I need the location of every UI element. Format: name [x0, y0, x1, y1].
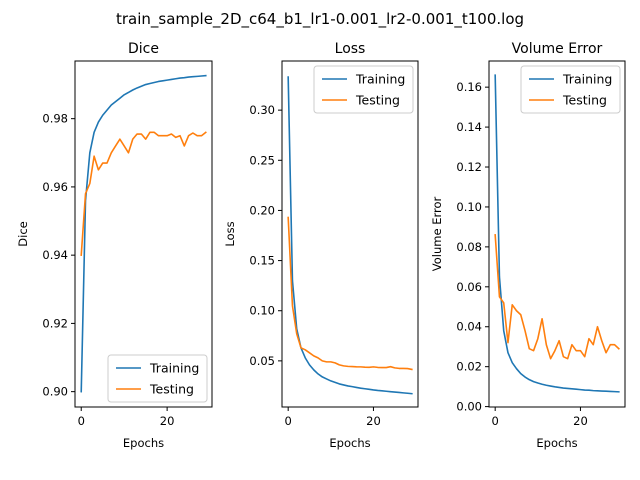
axes-frame	[488, 60, 626, 408]
subplots: Dice 0 20 0.90 0.92 0.94 0.96 0.98 Epochs Dice Tra…	[16, 41, 626, 450]
axes-frame	[74, 60, 213, 408]
x-tick-label: 20	[573, 414, 588, 428]
y-tick-label: 0.04	[456, 320, 482, 334]
legend-label-training: Training	[355, 72, 405, 87]
y-tick-label: 0.15	[249, 254, 275, 268]
y-tick-label: 0.90	[42, 385, 68, 399]
y-tick-label: 0.12	[456, 160, 482, 174]
subplot-title: Dice	[128, 41, 159, 57]
legend-box	[107, 354, 208, 403]
x-tick-label: 0	[285, 414, 292, 428]
x-axis-label: Epochs	[329, 436, 370, 450]
y-tick-label: 0.06	[456, 280, 482, 294]
subplot-loss: Loss 0 20 0.05 0.10 0.15 0.20 0.25 0.30 Epochs Los…	[223, 41, 419, 450]
legend-label-testing: Testing	[562, 93, 607, 108]
legend-label-training: Training	[149, 361, 199, 376]
x-tick-label: 20	[160, 414, 175, 428]
series-line-testing	[287, 216, 413, 371]
y-tick-label: 0.00	[456, 400, 482, 414]
y-tick-label: 0.92	[42, 316, 68, 330]
y-tick-label: 0.16	[456, 80, 482, 94]
y-tick-label: 0.08	[456, 240, 482, 254]
legend-box	[520, 65, 621, 114]
x-tick-label: 0	[492, 414, 499, 428]
series-line-training	[80, 74, 207, 393]
y-axis-label: Loss	[223, 221, 237, 246]
series-line-testing	[80, 131, 207, 257]
y-axis-label: Volume Error	[430, 197, 444, 272]
y-tick-label: 0.20	[249, 203, 275, 217]
y-axis-label: Dice	[16, 221, 30, 246]
legend-label-training: Training	[562, 72, 612, 87]
y-tick-label: 0.02	[456, 360, 482, 374]
y-tick-label: 0.05	[249, 354, 275, 368]
y-tick-label: 0.14	[456, 120, 482, 134]
y-tick-label: 0.94	[42, 248, 68, 262]
y-tick-label: 0.10	[249, 304, 275, 318]
subplot-dice: Dice 0 20 0.90 0.92 0.94 0.96 0.98 Epochs Dice Tra…	[16, 41, 213, 450]
subplot-title: Volume Error	[512, 41, 603, 57]
subplot-title: Loss	[335, 41, 366, 57]
y-tick-label: 0.25	[249, 153, 275, 167]
x-axis-label: Epochs	[123, 436, 164, 450]
y-tick-label: 0.10	[456, 200, 482, 214]
series-line-training	[287, 76, 413, 395]
y-tick-label: 0.96	[42, 180, 68, 194]
x-tick-label: 20	[366, 414, 381, 428]
subplot-volume-error: Volume Error 0 20 0.00 0.02 0.04 0.06 0.08 0.10 0…	[430, 41, 626, 450]
legend-box	[313, 65, 414, 114]
x-axis-label: Epochs	[536, 436, 577, 450]
axes-frame	[281, 60, 419, 408]
x-tick-label: 0	[78, 414, 85, 428]
series-line-testing	[494, 234, 620, 360]
y-tick-label: 0.98	[42, 112, 68, 126]
legend-label-testing: Testing	[149, 382, 194, 397]
figure-title: train_sample_2D_c64_b1_lr1-0.001_lr2-0.0…	[116, 10, 524, 29]
legend: Training Testing	[520, 65, 621, 114]
legend: Training Testing	[313, 65, 414, 114]
legend: Training Testing	[107, 354, 208, 403]
y-tick-label: 0.30	[249, 103, 275, 117]
series-line-training	[494, 74, 620, 393]
legend-label-testing: Testing	[355, 93, 400, 108]
